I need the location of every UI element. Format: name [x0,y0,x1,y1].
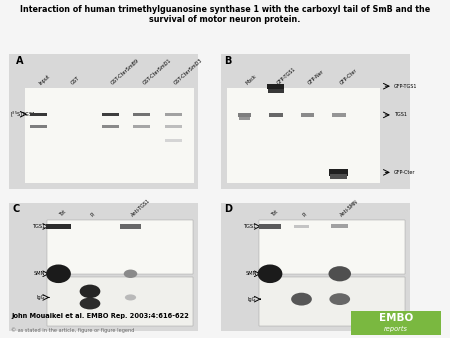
Ellipse shape [124,270,137,278]
Text: Anti-TGS1: Anti-TGS1 [130,198,152,218]
Text: GFP-Ner: GFP-Ner [307,69,325,86]
Ellipse shape [329,293,350,305]
Bar [330,174,347,179]
Bar [269,113,283,117]
Bar [133,125,150,128]
Bar [220,203,410,331]
Text: C: C [13,204,20,215]
Text: EMBO: EMBO [379,313,413,323]
Text: SMN: SMN [34,271,45,276]
Text: A: A [16,56,24,66]
Text: SMN: SMN [245,271,256,276]
Text: © as stated in the article, figure or figure legend: © as stated in the article, figure or fi… [11,328,135,334]
Text: Input: Input [38,74,51,86]
Bar [259,224,281,229]
Text: GST: GST [70,76,81,86]
Text: GFP-Cter: GFP-Cter [394,170,415,175]
Bar [267,84,284,89]
Bar [294,225,310,228]
Text: Tot: Tot [270,210,279,218]
Ellipse shape [46,264,71,283]
Text: Interaction of human trimethylguanosine synthase 1 with the carboxyl tail of SmB: Interaction of human trimethylguanosine … [20,5,430,14]
Bar [30,113,47,116]
Bar [46,224,71,229]
Bar [9,54,198,189]
Bar [30,125,47,128]
Text: [$^{35}$S]TGS1: [$^{35}$S]TGS1 [10,110,36,119]
Bar [259,277,405,326]
Text: reports: reports [384,326,408,332]
Bar [165,125,182,128]
Text: D: D [224,204,232,215]
Text: GFP-TGS1: GFP-TGS1 [394,84,417,89]
Text: John Mouaikel et al. EMBO Rep. 2003;4:616-622: John Mouaikel et al. EMBO Rep. 2003;4:61… [11,313,189,319]
Bar [239,117,250,120]
Text: Tot: Tot [58,210,67,218]
Ellipse shape [257,264,283,283]
Bar [102,125,119,128]
Text: B: B [224,56,231,66]
Bar [165,113,182,116]
Text: Anti-SMN: Anti-SMN [340,199,360,218]
Bar [165,139,182,142]
Text: TGS1: TGS1 [32,224,45,229]
Text: GST-CterSmB9: GST-CterSmB9 [110,58,140,86]
Text: Mock: Mock [244,74,257,86]
Bar [47,277,194,326]
Text: IgG: IgG [36,295,45,300]
Bar [220,54,410,189]
Text: TGS1: TGS1 [243,224,256,229]
Bar [259,220,405,274]
Text: GFP-Cter: GFP-Cter [339,68,358,86]
Bar [329,169,348,176]
Bar [238,113,251,117]
Text: GST-CterSmD3: GST-CterSmD3 [173,58,204,86]
Text: survival of motor neuron protein.: survival of motor neuron protein. [149,15,301,24]
Ellipse shape [291,293,312,306]
Bar [133,113,150,116]
Bar [120,224,141,229]
Text: PI: PI [90,211,97,218]
Bar [47,220,194,274]
Bar [301,113,314,117]
Text: GST-CterSmD1: GST-CterSmD1 [142,58,172,86]
Ellipse shape [80,298,100,310]
Text: IgG: IgG [248,297,256,301]
Ellipse shape [328,266,351,281]
Bar [9,203,198,331]
Bar [25,88,194,183]
Bar [102,113,119,116]
Ellipse shape [125,294,136,300]
Ellipse shape [80,285,100,298]
Text: TGS1: TGS1 [394,113,407,117]
Bar [268,89,284,93]
Bar [332,113,346,117]
Bar [351,311,441,335]
Bar [331,224,348,228]
Text: GFP-TGS1: GFP-TGS1 [276,67,297,86]
Text: PI: PI [302,211,308,218]
Bar [227,88,380,183]
